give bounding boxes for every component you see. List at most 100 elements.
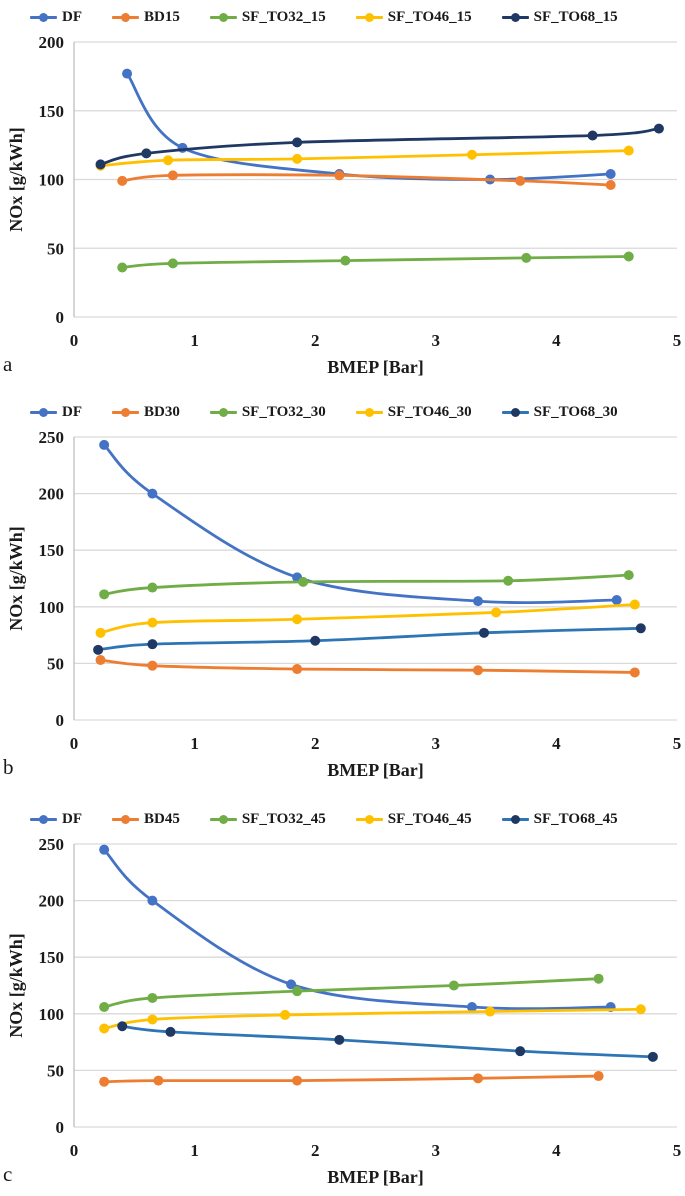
series-line-SF_TO68_45: [120, 1024, 655, 1059]
legend-chart-b: DF BD30 SF_TO32_30 SF_TO46_30 SF_TO68_30: [0, 399, 685, 425]
series-SF_TO46_45: [99, 1004, 646, 1034]
series-line-SF_TO68_30: [96, 626, 643, 652]
chart-c-sublabel: c: [3, 1162, 13, 1186]
svg-text:3: 3: [432, 734, 441, 753]
x-axis-title: BMEP [Bar]: [327, 760, 424, 780]
data-point-DF: [473, 596, 484, 607]
svg-text:4: 4: [552, 734, 561, 753]
y-tick-labels: 0 50 100 150 200 250: [39, 835, 65, 1137]
x-tick-labels: 0 1 2 3 4 5: [70, 331, 682, 350]
legend-label: SF_TO46_45: [387, 810, 472, 827]
data-point-SF_TO32_15: [623, 251, 634, 262]
legend-label: SF_TO68_15: [533, 8, 618, 25]
svg-text:0: 0: [70, 1141, 79, 1160]
data-point-SF_TO32_45: [593, 973, 604, 984]
data-point-BD15: [167, 170, 178, 181]
data-point-SF_TO68_45: [334, 1034, 345, 1045]
data-point-BD30: [629, 667, 640, 678]
data-point-SF_TO46_30: [147, 617, 158, 628]
svg-text:2: 2: [311, 331, 320, 350]
series-line-SF_TO32_45: [102, 977, 601, 1009]
svg-text:50: 50: [47, 239, 64, 258]
data-point-BD15: [334, 170, 345, 181]
legend-marker-icon: [355, 12, 383, 22]
svg-text:200: 200: [39, 485, 65, 504]
x-axis-title: BMEP [Bar]: [327, 1167, 424, 1187]
data-point-DF: [611, 595, 622, 606]
legend-item-SF_TO32_15: SF_TO32_15: [209, 8, 326, 26]
svg-text:100: 100: [39, 1005, 65, 1024]
data-point-SF_TO32_45: [147, 992, 158, 1003]
legend-item-SF_TO32_30: SF_TO32_30: [209, 403, 326, 421]
chart-a-plot-area: 0 50 100 150 200 0 1 2 3 4 5 BMEP [Bar] NOx [g/kWh] …: [0, 30, 685, 383]
data-point-SF_TO46_15: [292, 153, 303, 164]
legend-label: BD15: [144, 8, 180, 25]
legend-item-DF: DF: [30, 811, 82, 828]
legend-label: DF: [62, 8, 82, 25]
data-point-SF_TO68_15: [587, 130, 598, 141]
data-point-SF_TO68_45: [117, 1021, 128, 1032]
legend-marker-icon: [112, 407, 139, 417]
data-point-DF: [99, 439, 110, 450]
svg-text:3: 3: [432, 1141, 441, 1160]
legend-item-SF_TO46_15: SF_TO46_15: [355, 9, 472, 26]
series-DF: [99, 844, 616, 1013]
data-point-SF_TO32_30: [623, 570, 634, 581]
data-point-SF_TO32_15: [521, 252, 532, 263]
svg-text:1: 1: [190, 331, 199, 350]
data-point-BD45: [153, 1075, 164, 1086]
legend-chart-c: DF BD45 SF_TO32_45 SF_TO46_45 SF_TO68_45: [0, 806, 685, 832]
series-line-DF: [102, 848, 613, 1011]
series-SF_TO68_30: [93, 623, 646, 655]
svg-text:0: 0: [70, 734, 79, 753]
data-point-SF_TO32_30: [147, 582, 158, 593]
data-point-BD45: [593, 1071, 604, 1082]
legend-marker-icon: [355, 814, 383, 824]
svg-text:200: 200: [39, 892, 65, 911]
svg-text:3: 3: [432, 331, 441, 350]
legend-marker-icon: [30, 12, 57, 22]
legend-label: DF: [62, 810, 82, 827]
data-point-SF_TO32_30: [99, 589, 110, 600]
gridlines: [74, 843, 677, 1128]
svg-text:5: 5: [673, 734, 682, 753]
legend-item-SF_TO68_30: SF_TO68_30: [501, 403, 618, 421]
series-SF_TO32_30: [99, 570, 634, 600]
data-point-BD30: [95, 655, 106, 666]
svg-text:150: 150: [39, 102, 65, 121]
data-point-SF_TO46_30: [95, 627, 106, 638]
legend-marker-icon: [30, 407, 57, 417]
gridlines: [74, 41, 677, 318]
series-SF_TO32_15: [117, 251, 634, 273]
data-point-BD30: [292, 664, 303, 675]
chart-a: DF BD15 SF_TO32_15 SF_TO46_15 SF_TO68_15 0 50…: [0, 4, 685, 383]
data-point-SF_TO68_15: [141, 148, 152, 159]
series-SF_TO32_45: [99, 973, 604, 1013]
data-point-SF_TO32_45: [99, 1002, 110, 1013]
svg-text:0: 0: [70, 331, 79, 350]
svg-text:200: 200: [39, 33, 65, 52]
legend-label: SF_TO32_30: [241, 403, 326, 420]
svg-text:150: 150: [39, 948, 65, 967]
data-point-BD45: [473, 1073, 484, 1084]
series-SF_TO46_30: [95, 599, 640, 638]
data-point-SF_TO68_45: [165, 1026, 176, 1037]
legend-label: SF_TO32_15: [241, 8, 326, 25]
legend-item-SF_TO46_30: SF_TO46_30: [355, 403, 472, 421]
legend-label: SF_TO46_30: [387, 403, 472, 420]
data-point-DF: [605, 169, 616, 179]
data-point-SF_TO68_30: [479, 627, 490, 638]
legend-marker-icon: [501, 12, 529, 22]
chart-c: DF BD45 SF_TO32_45 SF_TO46_45 SF_TO68_45 0 50…: [0, 806, 685, 1193]
chart-a-sublabel: a: [3, 352, 13, 376]
data-point-DF: [286, 979, 297, 990]
data-point-DF: [147, 895, 158, 906]
data-point-SF_TO46_30: [629, 599, 640, 610]
series-DF: [122, 68, 616, 185]
legend-marker-icon: [112, 12, 139, 22]
legend-marker-icon: [112, 814, 139, 824]
data-point-SF_TO46_45: [99, 1023, 110, 1034]
data-point-SF_TO46_45: [485, 1006, 496, 1017]
legend-item-SF_TO68_45: SF_TO68_45: [501, 811, 618, 828]
legend-label: SF_TO68_30: [533, 403, 618, 420]
